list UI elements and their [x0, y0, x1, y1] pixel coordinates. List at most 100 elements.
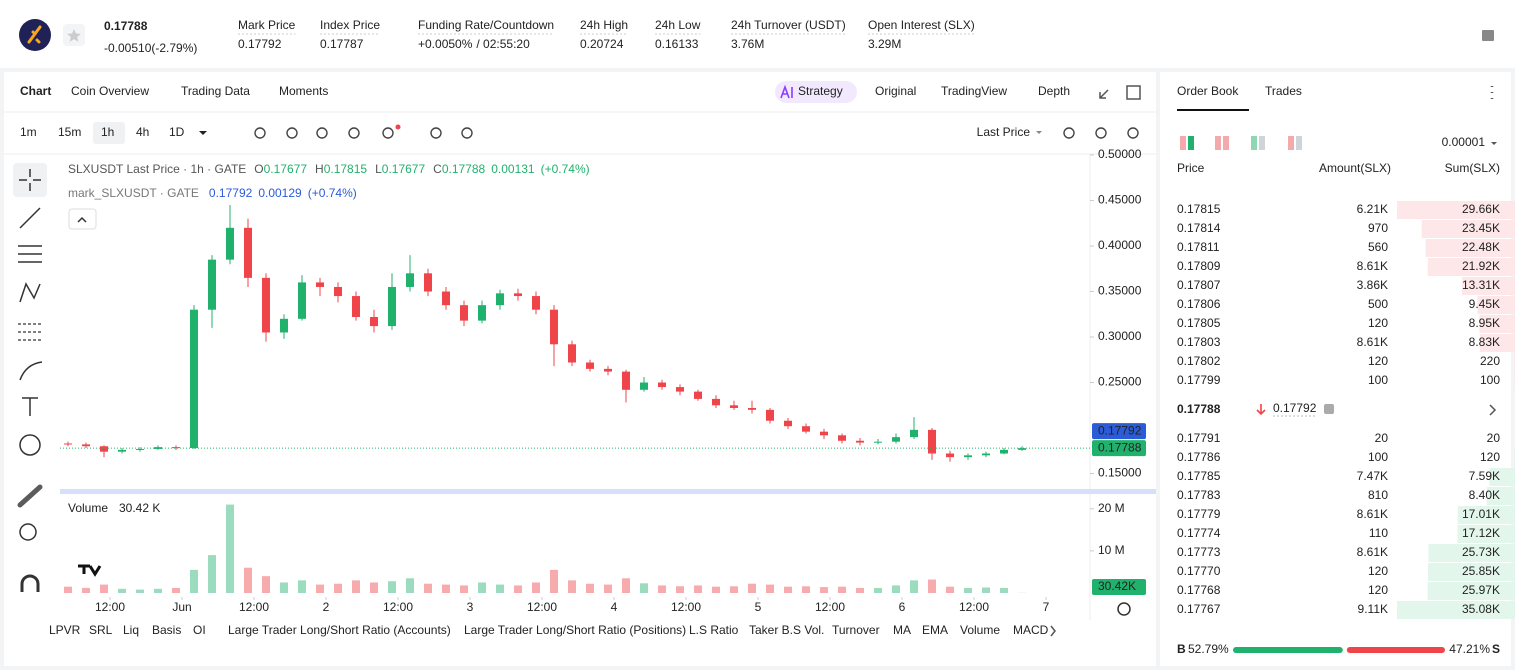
- toolbar-icon[interactable]: [461, 127, 473, 139]
- toolbar-icon[interactable]: [1127, 127, 1139, 139]
- settings-icon[interactable]: [1117, 602, 1131, 616]
- candle-body: [388, 286, 396, 327]
- legend-key: H: [315, 162, 324, 176]
- indicator-tab[interactable]: Volume: [960, 623, 1000, 637]
- interval[interactable]: 1m: [20, 125, 37, 139]
- view-tab[interactable]: Depth: [1038, 84, 1070, 98]
- indicator-tab[interactable]: Large Trader Long/Short Ratio (Accounts): [228, 623, 451, 637]
- indicator-tab[interactable]: SRL: [89, 623, 113, 637]
- interval[interactable]: 4h: [136, 125, 149, 139]
- indicator-tab[interactable]: Large Trader Long/Short Ratio (Positions…: [464, 623, 686, 637]
- volume-bar: [766, 584, 774, 593]
- chart-tab[interactable]: Moments: [279, 84, 328, 98]
- indicator-tab[interactable]: Turnover: [832, 623, 880, 637]
- ob-view-icon[interactable]: [1288, 136, 1294, 150]
- candle-body: [874, 441, 882, 443]
- ob-price[interactable]: 0.17803: [1177, 335, 1221, 349]
- chart-tab[interactable]: Coin Overview: [71, 84, 149, 98]
- ob-price[interactable]: 0.17779: [1177, 507, 1221, 521]
- ob-price[interactable]: 0.17770: [1177, 564, 1221, 578]
- buy-tag: B: [1177, 642, 1186, 656]
- ob-price[interactable]: 0.17799: [1177, 373, 1221, 387]
- volume-bar: [208, 555, 216, 593]
- emoji-tool: [19, 434, 41, 456]
- volume-bar: [586, 583, 594, 593]
- interval[interactable]: 15m: [58, 125, 81, 139]
- chart-tab[interactable]: Chart: [20, 84, 51, 98]
- ob-price[interactable]: 0.17802: [1177, 354, 1221, 368]
- view-tab[interactable]: Original: [875, 84, 916, 98]
- legend-mark-title: mark_SLXUSDT · GATE: [68, 186, 199, 200]
- ob-price[interactable]: 0.17768: [1177, 583, 1221, 597]
- x-tick-label: 12:00: [95, 600, 125, 614]
- ob-price[interactable]: 0.17767: [1177, 602, 1221, 616]
- ob-price[interactable]: 0.17811: [1177, 240, 1220, 254]
- volume-bar: [532, 582, 540, 593]
- stat-label: Funding Rate/Countdown: [418, 18, 554, 32]
- ob-view-icon[interactable]: [1215, 136, 1221, 150]
- toolbar-icon[interactable]: [382, 127, 394, 139]
- indicator-tab[interactable]: Basis: [152, 623, 181, 637]
- ob-tab[interactable]: Trades: [1265, 84, 1302, 98]
- indicator-tab[interactable]: EMA: [922, 623, 948, 637]
- ob-price[interactable]: 0.17785: [1177, 469, 1221, 483]
- ob-price[interactable]: 0.17809: [1177, 259, 1221, 273]
- toolbar-icon[interactable]: [1095, 127, 1107, 139]
- ob-sum: 120: [1480, 450, 1500, 464]
- candle-body: [568, 344, 576, 363]
- candle-body: [244, 227, 252, 278]
- ob-view-icon[interactable]: [1180, 136, 1186, 150]
- view-tab[interactable]: TradingView: [941, 84, 1007, 98]
- toolbar-icon[interactable]: [316, 127, 328, 139]
- interval[interactable]: 1D: [169, 125, 185, 139]
- buy-ratio: 52.79%: [1188, 642, 1229, 656]
- view-tab[interactable]: Strategy: [798, 84, 843, 98]
- header-icon[interactable]: [1482, 30, 1494, 41]
- ob-view-icon[interactable]: [1251, 136, 1257, 150]
- sell-tag: S: [1492, 642, 1500, 656]
- price-type[interactable]: Last Price: [977, 125, 1031, 139]
- ob-last-price: 0.17788: [1177, 402, 1221, 416]
- ob-price[interactable]: 0.17786: [1177, 450, 1221, 464]
- toolbar-icon[interactable]: [1063, 127, 1075, 139]
- toolbar-icon[interactable]: [430, 127, 442, 139]
- indicator-tab[interactable]: L.S Ratio: [689, 623, 739, 637]
- last-price: 0.17788: [104, 19, 148, 33]
- toolbar-icon[interactable]: [254, 127, 266, 139]
- indicator-tab[interactable]: OI: [193, 623, 206, 637]
- volume-bar: [460, 585, 468, 593]
- ob-amount: 120: [1368, 354, 1388, 368]
- ob-price[interactable]: 0.17773: [1177, 545, 1221, 559]
- ob-more-arrow[interactable]: [1489, 404, 1497, 416]
- indicator-tab[interactable]: Liq: [123, 623, 139, 637]
- indicator-tab[interactable]: Taker B.S Vol.: [749, 623, 824, 637]
- volume-bar: [748, 583, 756, 593]
- ob-tab[interactable]: Order Book: [1177, 84, 1239, 98]
- candle-body: [910, 429, 918, 438]
- ob-price[interactable]: 0.17791: [1177, 431, 1221, 445]
- toolbar-icon[interactable]: [348, 127, 360, 139]
- indicator-tab[interactable]: LPVR: [49, 623, 81, 637]
- ob-price[interactable]: 0.17814: [1177, 221, 1221, 235]
- chart-tab[interactable]: Trading Data: [181, 84, 250, 98]
- ob-amount: 8.61K: [1357, 545, 1388, 559]
- window-icon[interactable]: [1126, 85, 1141, 100]
- volume-bar: [370, 582, 378, 593]
- ob-price[interactable]: 0.17806: [1177, 297, 1221, 311]
- tool-selected[interactable]: [13, 163, 47, 197]
- toolbar-icon[interactable]: [286, 127, 298, 139]
- interval[interactable]: 1h: [101, 125, 114, 139]
- strategy-pill[interactable]: [775, 81, 857, 103]
- volume-bar: [856, 587, 864, 593]
- ob-price[interactable]: 0.17815: [1177, 202, 1221, 216]
- mark-icon: [1324, 404, 1334, 414]
- ob-price[interactable]: 0.17783: [1177, 488, 1221, 502]
- ob-precision[interactable]: 0.00001: [1442, 135, 1486, 149]
- expand-icon[interactable]: [1099, 89, 1109, 99]
- ob-price[interactable]: 0.17774: [1177, 526, 1221, 540]
- indicator-tab[interactable]: MA: [893, 623, 911, 637]
- ob-price[interactable]: 0.17805: [1177, 316, 1221, 330]
- indicator-tab[interactable]: MACD: [1013, 623, 1049, 637]
- volume-bar: [622, 578, 630, 593]
- ob-price[interactable]: 0.17807: [1177, 278, 1221, 292]
